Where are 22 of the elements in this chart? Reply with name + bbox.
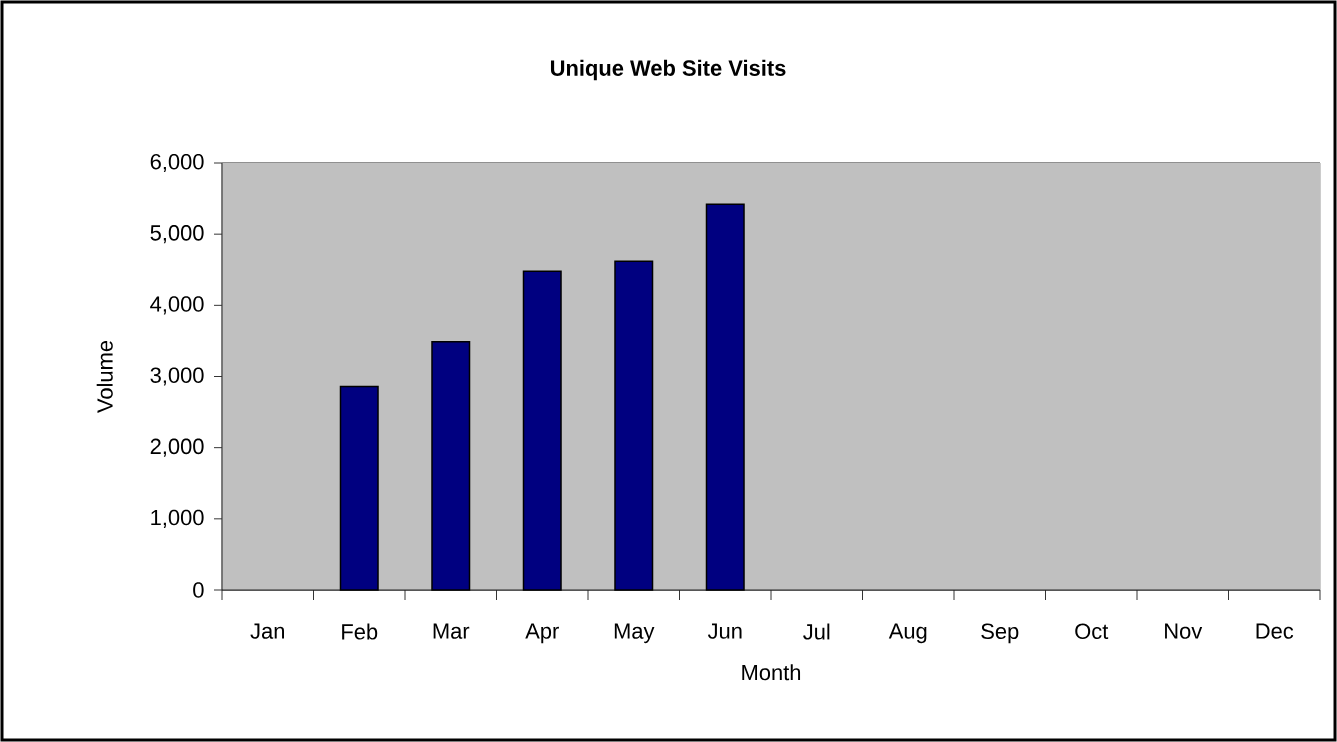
chart-title: Unique Web Site Visits: [550, 59, 786, 81]
x-tick-label: Dec: [1256, 623, 1294, 639]
x-tick-label: Oct: [1075, 623, 1109, 640]
x-tick-label: Feb: [342, 623, 378, 640]
x-tick-label: Aug: [888, 623, 927, 644]
x-tick-label: Nov: [1165, 623, 1203, 639]
y-tick-label: 3,000: [150, 367, 204, 386]
x-tick-label: Jan: [250, 623, 284, 639]
x-tick-label: May: [614, 623, 655, 644]
x-tick-label: Apr: [525, 623, 559, 644]
x-tick-label: Jul: [803, 623, 830, 640]
x-tick-label: Mar: [433, 623, 470, 639]
y-tick-label: 1,000: [151, 509, 204, 528]
x-tick-label: Jun: [707, 623, 742, 639]
y-axis-title: Volume: [96, 340, 113, 413]
y-tick-label: 5,000: [150, 225, 204, 244]
x-tick-label: Sep: [981, 623, 1019, 644]
y-tick-label: 6,000: [150, 153, 204, 173]
x-axis-title: Month: [742, 664, 801, 681]
y-tick-label: 4,000: [150, 296, 204, 315]
y-tick-label: 2,000: [150, 438, 204, 457]
y-tick-label: 0: [193, 582, 204, 598]
